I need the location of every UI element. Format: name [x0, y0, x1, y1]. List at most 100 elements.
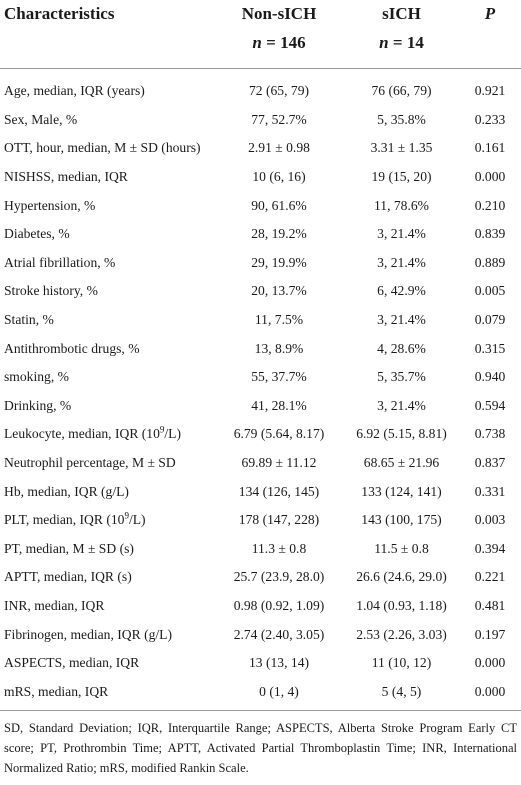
row-label: mRS, median, IQR — [4, 683, 109, 699]
header-p: P — [484, 4, 496, 23]
row-label-superscript: 9 — [124, 510, 129, 521]
table-row: OTT, hour, median, M ± SD (hours) 2.91 ± … — [0, 134, 521, 163]
row-non-sich-value: 77, 52.7% — [251, 111, 307, 127]
row-p-value: 0.315 — [474, 340, 506, 356]
row-p-value: 0.161 — [474, 140, 506, 156]
row-non-sich-value: 29, 19.9% — [251, 254, 307, 270]
row-sich-value: 3.31 ± 1.35 — [370, 140, 433, 156]
row-label: Diabetes, % — [4, 226, 70, 242]
table-row: PLT, median, IQR (109/L) 178 (147, 228) 14… — [0, 506, 521, 535]
row-label: Age, median, IQR (years) — [4, 83, 145, 99]
row-label: Stroke history, % — [4, 283, 98, 299]
header-blank — [0, 32, 214, 69]
row-non-sich-value: 178 (147, 228) — [238, 512, 320, 528]
row-p-value: 0.233 — [474, 111, 506, 127]
table-row: Hb, median, IQR (g/L) 134 (126, 145) 133 (… — [0, 477, 521, 506]
row-sich-value: 4, 28.6% — [377, 340, 426, 356]
row-sich-value: 143 (100, 175) — [361, 512, 442, 528]
row-sich-value: 6.92 (5.15, 8.81) — [356, 426, 447, 442]
table-row: INR, median, IQR 0.98 (0.92, 1.09) 1.04 (0… — [0, 592, 521, 621]
row-label: NISHSS, median, IQR — [4, 169, 128, 185]
table-row: Stroke history, % 20, 13.7% 6, 42.9% 0.005 — [0, 277, 521, 306]
row-p-value: 0.738 — [474, 426, 506, 442]
header-non-sich-n: n = 146 — [214, 32, 344, 69]
row-sich-value: 5, 35.7% — [377, 369, 426, 385]
row-sich-value: 3, 21.4% — [377, 254, 426, 270]
table-row: ASPECTS, median, IQR 13 (13, 14) 11 (10, 1… — [0, 649, 521, 678]
row-non-sich-value: 2.91 ± 0.98 — [248, 140, 310, 156]
row-p-value: 0.594 — [474, 397, 506, 413]
table-row: mRS, median, IQR 0 (1, 4) 5 (4, 5) 0.000 — [0, 677, 521, 711]
row-sich-value: 6, 42.9% — [377, 283, 426, 299]
table-row: PT, median, M ± SD (s) 11.3 ± 0.8 11.5 ± 0… — [0, 535, 521, 564]
row-sich-value: 5, 35.8% — [377, 111, 426, 127]
row-label: PLT, median, IQR (109/L) — [0, 506, 214, 535]
row-non-sich-value: 134 (126, 145) — [238, 483, 320, 499]
table-row: Leukocyte, median, IQR (109/L) 6.79 (5.64… — [0, 420, 521, 449]
table-row: Fibrinogen, median, IQR (g/L) 2.74 (2.40,… — [0, 620, 521, 649]
table-row: Atrial fibrillation, % 29, 19.9% 3, 21.4% 0… — [0, 249, 521, 278]
row-non-sich-value: 0.98 (0.92, 1.09) — [233, 597, 325, 613]
header-sich-n: n = 14 — [344, 32, 459, 69]
row-p-value: 0.940 — [474, 369, 506, 385]
table-row: Drinking, % 41, 28.1% 3, 21.4% 0.594 — [0, 392, 521, 421]
row-label: smoking, % — [4, 369, 69, 385]
row-p-value: 0.210 — [474, 197, 506, 213]
table-row: Diabetes, % 28, 19.2% 3, 21.4% 0.839 — [0, 220, 521, 249]
row-label: Hypertension, % — [4, 197, 96, 213]
row-p-value: 0.003 — [474, 512, 506, 528]
row-p-value: 0.481 — [474, 597, 506, 613]
row-label-unit: /L) — [128, 512, 146, 528]
table-row: NISHSS, median, IQR 10 (6, 16) 19 (15, 20)… — [0, 163, 521, 192]
row-label: Neutrophil percentage, M ± SD — [4, 455, 176, 471]
row-sich-value: 3, 21.4% — [377, 397, 426, 413]
row-non-sich-value: 20, 13.7% — [251, 283, 307, 299]
row-label: Leukocyte, median, IQR (109/L) — [0, 420, 214, 449]
row-label: Statin, % — [4, 312, 54, 328]
row-p-value: 0.921 — [474, 83, 506, 99]
row-p-value: 0.197 — [474, 626, 506, 642]
row-label: Hb, median, IQR (g/L) — [4, 483, 129, 499]
header-non-sich: Non-sICH — [241, 4, 317, 23]
row-non-sich-value: 55, 37.7% — [251, 369, 307, 385]
row-non-sich-value: 72 (65, 79) — [248, 83, 310, 99]
table-footnote: SD, Standard Deviation; IQR, Interquarti… — [4, 721, 517, 776]
row-non-sich-value: 11, 7.5% — [254, 312, 304, 328]
row-sich-value: 133 (124, 141) — [361, 483, 442, 499]
row-p-value: 0.221 — [474, 569, 506, 585]
row-non-sich-value: 13, 8.9% — [254, 340, 304, 356]
row-label: Fibrinogen, median, IQR (g/L) — [4, 626, 173, 642]
row-sich-value: 11, 78.6% — [374, 197, 429, 213]
row-label: PT, median, M ± SD (s) — [4, 540, 134, 556]
row-sich-value: 3, 21.4% — [377, 312, 426, 328]
row-label: Drinking, % — [4, 397, 72, 413]
row-non-sich-value: 69.89 ± 11.12 — [241, 455, 317, 471]
row-label: APTT, median, IQR (s) — [4, 569, 132, 585]
row-non-sich-value: 10 (6, 16) — [252, 169, 306, 185]
table-row: smoking, % 55, 37.7% 5, 35.7% 0.940 — [0, 363, 521, 392]
row-sich-value: 11 (10, 12) — [371, 655, 432, 671]
row-label: Atrial fibrillation, % — [4, 254, 116, 270]
row-non-sich-value: 0 (1, 4) — [259, 683, 299, 699]
row-sich-value: 3, 21.4% — [377, 226, 426, 242]
row-sich-value: 26.6 (24.6, 29.0) — [356, 569, 447, 585]
table-row: Antithrombotic drugs, % 13, 8.9% 4, 28.6% 0… — [0, 334, 521, 363]
row-p-value: 0.079 — [474, 312, 506, 328]
table-row: Age, median, IQR (years) 72 (65, 79) 76 (6… — [0, 69, 521, 106]
table-row: Neutrophil percentage, M ± SD 69.89 ± 11.… — [0, 449, 521, 478]
row-non-sich-value: 25.7 (23.9, 28.0) — [233, 569, 325, 585]
row-non-sich-value: 2.74 (2.40, 3.05) — [233, 626, 325, 642]
row-p-value: 0.000 — [474, 169, 506, 185]
table-row: Hypertension, % 90, 61.6% 11, 78.6% 0.210 — [0, 191, 521, 220]
row-label-text: PLT, median, IQR (10 — [4, 512, 125, 528]
row-p-value: 0.394 — [474, 540, 506, 556]
table-row: APTT, median, IQR (s) 25.7 (23.9, 28.0) 26… — [0, 563, 521, 592]
row-label-text: Leukocyte, median, IQR (10 — [4, 426, 160, 442]
row-p-value: 0.000 — [474, 683, 506, 699]
row-label-superscript: 9 — [159, 424, 165, 435]
row-sich-value: 11.5 ± 0.8 — [374, 540, 429, 556]
characteristics-table: Characteristics Non-sICH sICH P n = 146 … — [0, 4, 521, 711]
row-label: Sex, Male, % — [4, 111, 78, 127]
row-label: INR, median, IQR — [4, 597, 105, 613]
table-body: Age, median, IQR (years) 72 (65, 79) 76 (6… — [0, 69, 521, 711]
